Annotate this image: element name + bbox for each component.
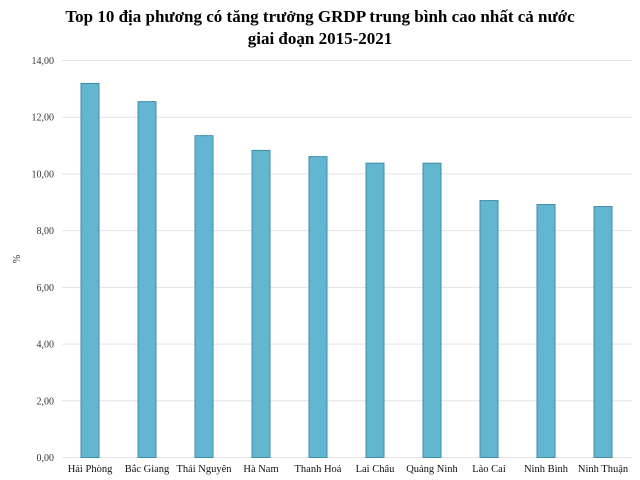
bar-2 [194,135,214,458]
bar-6 [422,162,442,458]
bar-0 [80,82,100,458]
x-tick-label: Quảng Ninh [406,464,458,475]
bar-1 [137,101,157,458]
y-tick-label: 6,00 [37,283,55,294]
y-tick-label: 0,00 [37,453,55,464]
y-tick-label: 10,00 [32,169,55,180]
y-tick-label: 12,00 [32,113,55,124]
y-tick-label: 2,00 [37,396,55,407]
bar-7 [479,200,499,458]
y-axis-label: % [12,255,23,263]
bar-8 [536,204,556,458]
y-tick-label: 14,00 [32,56,55,67]
x-tick-label: Bắc Giang [125,464,170,475]
bar-4 [308,156,328,458]
chart-title-line-1: Top 10 địa phương có tăng trưởng GRDP tr… [65,7,575,26]
x-tick-label: Lào Cai [472,464,506,475]
bar-3 [251,149,271,458]
x-tick-label: Ninh Bình [524,464,569,475]
bar-5 [365,162,385,458]
x-tick-label: Lai Châu [356,464,396,475]
y-tick-label: 4,00 [37,340,55,351]
x-tick-label: Hải Phòng [68,464,113,475]
x-tick-label: Hà Nam [243,464,278,475]
x-tick-label: Thái Nguyên [176,464,232,475]
bar-9 [593,206,613,458]
x-tick-label: Ninh Thuận [578,464,629,475]
x-tick-label: Thanh Hoá [295,464,342,475]
chart-title-line-2: giai đoạn 2015-2021 [248,29,393,48]
y-tick-label: 8,00 [37,226,55,237]
